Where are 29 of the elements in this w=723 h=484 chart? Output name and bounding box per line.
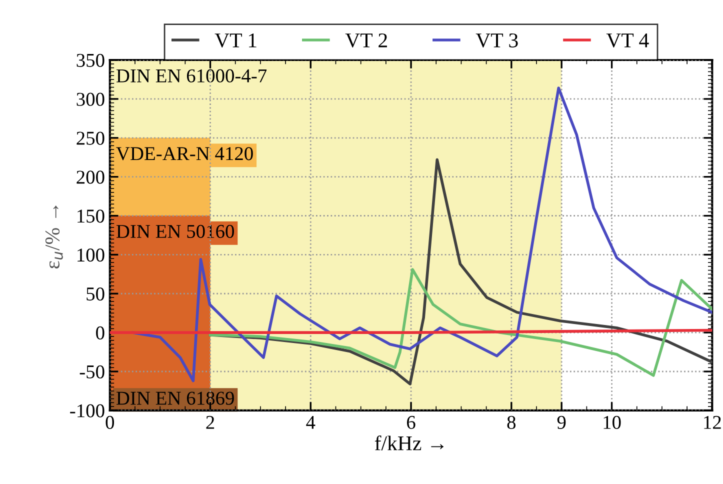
x-tick-label: 4 bbox=[306, 416, 316, 429]
y-tick-label: 200 bbox=[76, 170, 104, 184]
y-axis-title: ε$_{u}$/% → bbox=[45, 206, 63, 268]
band-label: DIN EN 61000-4-7 bbox=[116, 69, 267, 82]
x-tick-label: 10 bbox=[604, 416, 621, 429]
legend-label: VT 2 bbox=[345, 33, 387, 48]
y-tick-label: -50 bbox=[80, 365, 104, 378]
band-label: DIN EN 61869 bbox=[116, 392, 234, 405]
y-tick-label: -100 bbox=[70, 404, 104, 418]
y-tick-label: 350 bbox=[76, 54, 104, 67]
y-tick-label: 50 bbox=[86, 287, 104, 301]
y-tick-label: 300 bbox=[76, 92, 104, 106]
y-tick-label: 0 bbox=[96, 326, 104, 340]
legend-label: VT 3 bbox=[476, 33, 518, 48]
y-tick-label: 150 bbox=[78, 210, 104, 223]
y-tick-label: 250 bbox=[76, 132, 104, 145]
x-tick-label: 2 bbox=[206, 416, 214, 429]
band-label: DIN EN 50160 bbox=[116, 224, 234, 238]
band-label: VDE-AR-N 4120 bbox=[116, 147, 253, 160]
x-tick-label: 8 bbox=[507, 416, 516, 429]
x-tick-label: 0 bbox=[106, 416, 114, 429]
legend-label: VT 1 bbox=[214, 33, 256, 48]
x-tick-label: 12 bbox=[704, 416, 721, 429]
x-tick-label: 9 bbox=[557, 416, 566, 429]
y-tick-label: 100 bbox=[78, 248, 104, 262]
legend-label: VT 4 bbox=[606, 34, 649, 48]
x-tick-label: 6 bbox=[407, 416, 416, 429]
line-series bbox=[208, 268, 712, 377]
x-axis-title: f/kHz → bbox=[374, 435, 444, 450]
